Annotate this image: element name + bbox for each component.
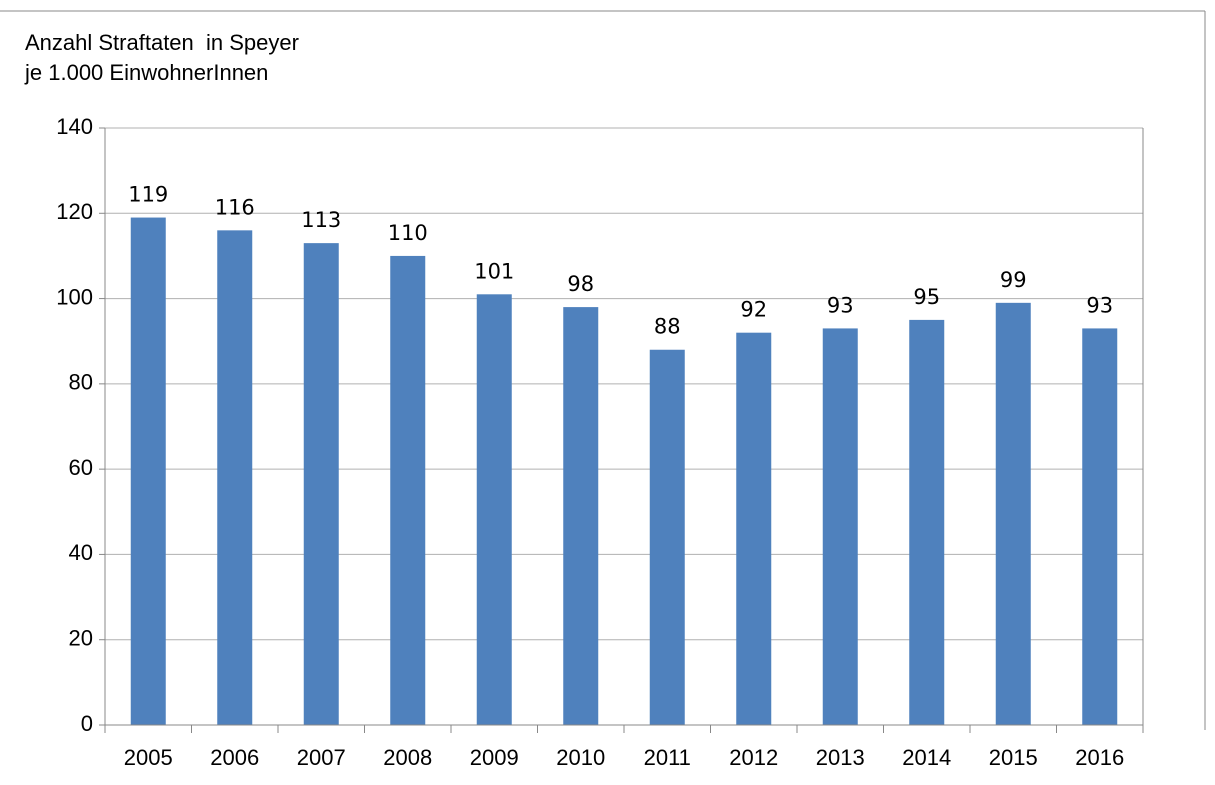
bar [217,230,253,726]
x-tick-label: 2015 [989,745,1038,770]
bar [563,307,599,725]
x-tick-label: 2014 [902,745,951,770]
x-tick-label: 2011 [644,745,691,770]
bar [822,328,858,725]
bar [390,255,426,725]
chart-title: Anzahl Straftaten in Speyer [25,30,299,55]
bar [736,332,772,725]
data-label: 101 [474,259,514,283]
data-label: 98 [567,272,594,296]
data-label: 92 [740,298,767,322]
y-tick-label: 60 [69,455,93,480]
data-label: 119 [128,183,168,207]
x-tick-label: 2006 [210,745,259,770]
x-tick-label: 2010 [556,745,605,770]
y-tick-label: 140 [56,114,93,139]
data-label: 113 [301,208,341,232]
bar [476,294,512,725]
x-tick-label: 2012 [729,745,778,770]
data-label: 99 [1000,268,1027,292]
x-tick-label: 2016 [1075,745,1124,770]
y-tick-label: 100 [56,284,93,309]
data-label: 110 [388,221,428,245]
y-tick-label: 20 [69,626,93,651]
data-label: 93 [827,293,854,317]
x-tick-label: 2007 [297,745,346,770]
data-label: 116 [215,195,255,219]
bar [130,217,166,726]
bar [995,302,1031,725]
bar [1082,328,1118,725]
data-label: 88 [654,315,681,339]
y-tick-label: 120 [56,199,93,224]
y-tick-label: 40 [69,540,93,565]
bar [649,349,685,725]
chart-subtitle: je 1.000 EinwohnerInnen [24,60,268,85]
y-tick-label: 0 [81,711,93,736]
data-label: 93 [1086,293,1113,317]
x-tick-label: 2013 [816,745,865,770]
bar [909,319,945,725]
y-tick-label: 80 [69,370,93,395]
x-tick-label: 2005 [124,745,173,770]
x-tick-label: 2008 [383,745,432,770]
data-label: 95 [913,285,940,309]
bar [303,243,339,725]
x-tick-label: 2009 [470,745,519,770]
